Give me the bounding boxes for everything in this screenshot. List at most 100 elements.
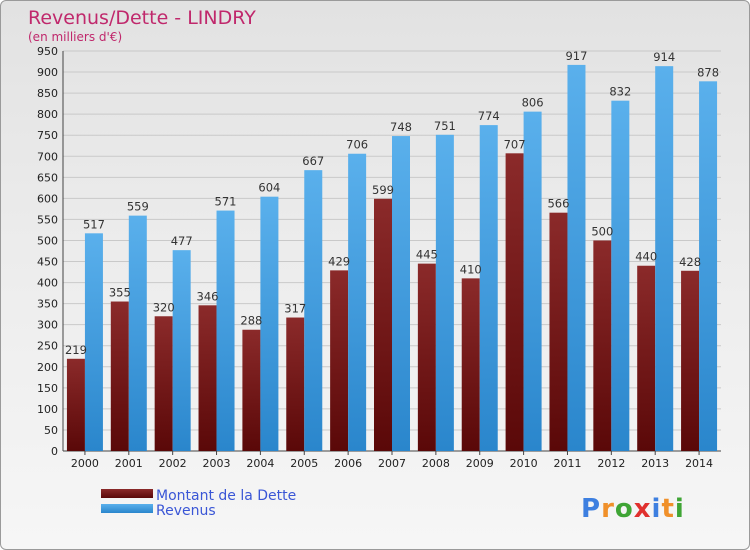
bar-revenus (172, 250, 191, 451)
bar-debt (374, 198, 392, 451)
legend-label-revenus: Revenus (156, 503, 216, 519)
data-label: 500 (591, 224, 613, 238)
data-label: 774 (478, 109, 500, 123)
y-tick-label: 250 (37, 340, 58, 353)
x-tick-label: 2002 (159, 457, 187, 470)
bar-revenus (304, 170, 323, 451)
data-label: 707 (504, 137, 526, 151)
logo-letter: x (634, 494, 652, 524)
logo-letter: t (661, 494, 674, 524)
y-tick-label: 600 (37, 192, 58, 205)
bar-debt (286, 317, 305, 451)
bar-debt (593, 240, 612, 451)
data-label: 477 (171, 234, 193, 248)
data-label: 604 (258, 181, 280, 195)
bar-revenus (392, 136, 410, 452)
x-tick-label: 2000 (71, 457, 99, 470)
data-label: 832 (609, 85, 631, 99)
data-label: 878 (697, 65, 719, 79)
data-label: 346 (197, 289, 219, 303)
x-tick-label: 2003 (203, 457, 231, 470)
bar-debt (681, 270, 700, 451)
bar-debt (154, 316, 173, 451)
bar-revenus (260, 196, 279, 451)
data-label: 914 (653, 50, 675, 64)
y-tick-label: 700 (37, 150, 58, 163)
bar-revenus (216, 210, 235, 451)
data-label: 288 (240, 314, 262, 328)
bar-revenus (348, 153, 367, 451)
y-tick-label: 150 (37, 382, 58, 395)
bar-debt (66, 358, 85, 451)
data-label: 748 (390, 120, 412, 134)
bar-debt (198, 305, 217, 451)
data-label: 751 (434, 119, 456, 133)
x-tick-label: 2007 (378, 457, 406, 470)
bar-debt (242, 329, 261, 451)
y-tick-label: 350 (37, 298, 58, 311)
x-tick-label: 2005 (290, 457, 318, 470)
data-label: 667 (302, 154, 324, 168)
data-label: 917 (565, 49, 587, 63)
chart-title: Revenus/Dette - LINDRY (28, 7, 256, 29)
bar-debt (637, 265, 656, 451)
bar-debt (461, 278, 480, 451)
y-tick-labels: 0 50 100 150 200 250 300 350 400 450 500 550 600 650 7… (37, 45, 58, 458)
logo-letter: i (675, 494, 685, 524)
data-label: 440 (635, 250, 657, 264)
bar-debt (330, 270, 349, 451)
bars (66, 64, 718, 452)
data-label: 599 (372, 183, 394, 197)
bar-debt (417, 263, 436, 451)
y-tick-label: 900 (37, 66, 58, 79)
data-label: 571 (215, 195, 237, 209)
bar-debt (505, 153, 524, 451)
legend-swatch-debt (101, 489, 153, 498)
bar-revenus (567, 64, 586, 451)
bar-revenus (128, 215, 147, 451)
data-label: 445 (416, 248, 438, 262)
legend-label-debt: Montant de la Dette (156, 488, 296, 504)
y-tick-label: 750 (37, 129, 58, 142)
y-tick-label: 650 (37, 171, 58, 184)
x-tick-label: 2009 (466, 457, 494, 470)
data-label: 806 (522, 96, 544, 110)
y-tick-label: 850 (37, 87, 58, 100)
data-label: 219 (65, 343, 87, 357)
y-tick-label: 200 (37, 361, 58, 374)
bar-revenus (699, 81, 718, 451)
y-tick-label: 450 (37, 256, 58, 269)
x-tick-label: 2008 (422, 457, 450, 470)
bar-revenus (479, 125, 498, 452)
data-label: 355 (109, 286, 131, 300)
bar-debt (110, 301, 129, 451)
logo-letter: o (615, 494, 634, 524)
data-label: 566 (547, 197, 569, 211)
data-label: 706 (346, 138, 368, 152)
logo-letter: i (652, 494, 662, 524)
x-tick-label: 2010 (510, 457, 538, 470)
legend-swatch-revenus (101, 504, 153, 513)
bar-revenus (655, 66, 674, 451)
data-label: 517 (83, 217, 105, 231)
y-tick-label: 550 (37, 213, 58, 226)
y-tick-label: 950 (37, 45, 58, 58)
y-tick-label: 300 (37, 319, 58, 332)
bar-revenus (435, 134, 454, 451)
legend: Montant de la Dette Revenus (101, 488, 296, 519)
data-label: 317 (284, 302, 306, 316)
y-tick-label: 500 (37, 234, 58, 247)
y-tick-label: 0 (51, 445, 58, 458)
y-tick-label: 100 (37, 403, 58, 416)
data-label: 428 (679, 255, 701, 269)
logo-letter: P (581, 494, 601, 524)
chart-subtitle: (en milliers d'€) (28, 30, 122, 44)
x-tick-label: 2012 (597, 457, 625, 470)
x-tick-label: 2013 (641, 457, 669, 470)
y-tick-label: 800 (37, 108, 58, 121)
data-label: 429 (328, 254, 350, 268)
bar-revenus (84, 233, 103, 451)
logo-letter: r (601, 494, 615, 524)
